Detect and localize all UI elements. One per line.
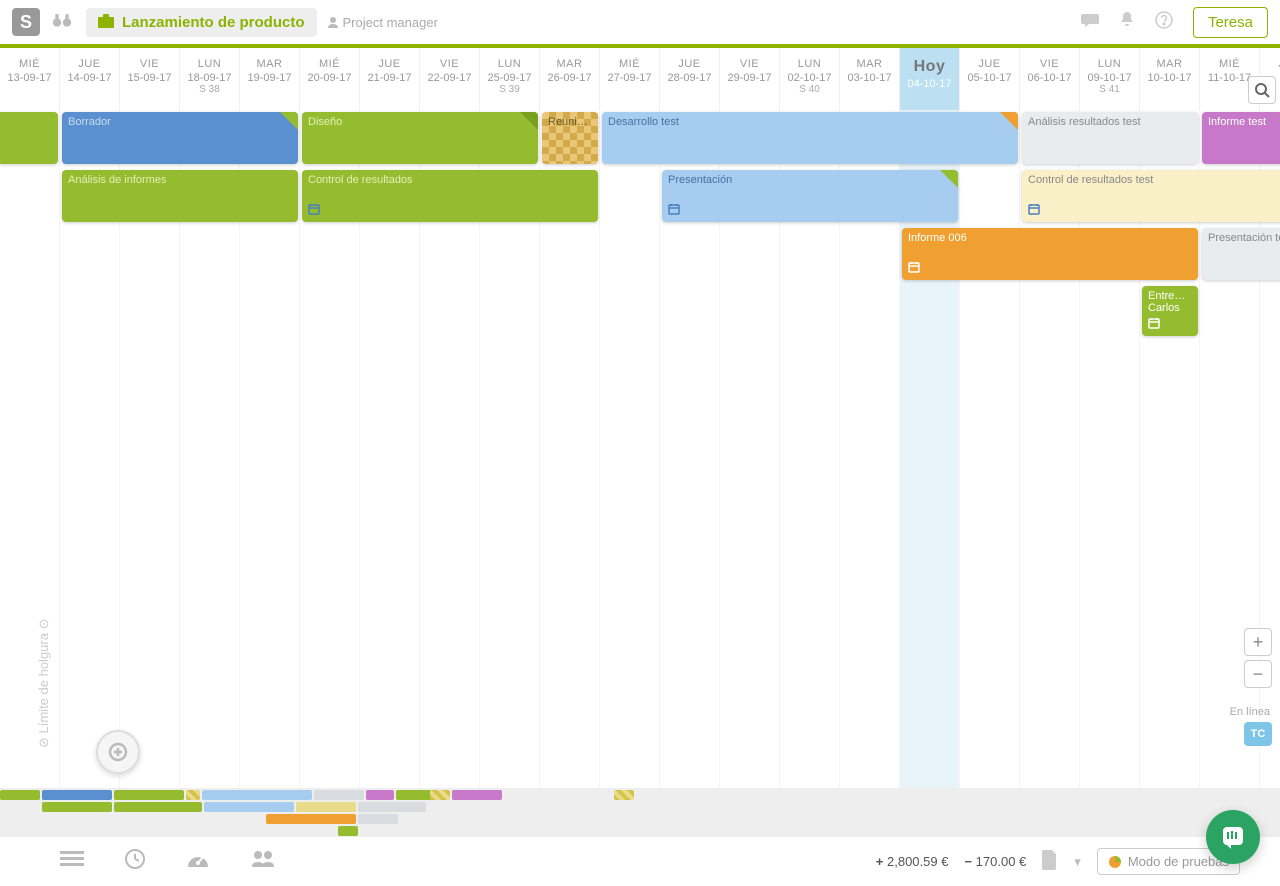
overview-bar (366, 790, 394, 800)
task-bar[interactable]: Diseño (302, 112, 538, 164)
date-cell[interactable]: MAR10-10-17 (1140, 48, 1200, 110)
task-bar[interactable] (0, 112, 58, 164)
date-cell[interactable]: MIÉ13-09-17 (0, 48, 60, 110)
document-icon[interactable] (1042, 850, 1058, 873)
date-cell[interactable]: VIE15-09-17 (120, 48, 180, 110)
overview-bar (358, 814, 398, 824)
date-cell[interactable]: VIE29-09-17 (720, 48, 780, 110)
date-cell[interactable]: JUE28-09-17 (660, 48, 720, 110)
date-cell[interactable]: LUN18-09-17S 38 (180, 48, 240, 110)
person-icon (327, 16, 339, 28)
help-icon[interactable] (1155, 11, 1173, 34)
briefcase-icon (98, 14, 114, 31)
overview-bar (42, 802, 112, 812)
plus-circle-icon (107, 741, 129, 763)
date-cell[interactable]: JUE05-10-17 (960, 48, 1020, 110)
overview-bar (42, 790, 112, 800)
list-view-icon[interactable] (60, 849, 84, 875)
date-cell[interactable]: JUE14-09-17 (60, 48, 120, 110)
overview-bar (430, 790, 450, 800)
date-cell[interactable]: Hoy04-10-17 (900, 48, 960, 110)
bell-icon[interactable] (1119, 11, 1135, 34)
date-cell[interactable]: JUE21-09-17 (360, 48, 420, 110)
overview-bar (296, 802, 356, 812)
clock-icon[interactable] (124, 848, 146, 876)
date-cell[interactable]: MAR03-10-17 (840, 48, 900, 110)
task-bar[interactable]: Desarrollo test (602, 112, 1018, 164)
task-bar[interactable]: Entre… Carlos (1142, 286, 1198, 336)
task-bar[interactable]: Análisis resultados test (1022, 112, 1198, 164)
date-cell[interactable]: MAR19-09-17 (240, 48, 300, 110)
task-bar[interactable]: Presentación (662, 170, 958, 222)
user-badge-tc[interactable]: TC (1244, 722, 1272, 746)
date-cell[interactable]: LUN02-10-17S 40 (780, 48, 840, 110)
timeline-overview[interactable] (0, 788, 1280, 836)
task-bar[interactable]: Borrador (62, 112, 298, 164)
zoom-controls: + − (1244, 628, 1272, 688)
date-cell[interactable]: VIE06-10-17 (1020, 48, 1080, 110)
date-cell[interactable]: VIE22-09-17 (420, 48, 480, 110)
role-label: Project manager (327, 15, 438, 30)
task-bar[interactable]: Análisis de informes (62, 170, 298, 222)
budget-plus: + 2,800.59 € (876, 854, 949, 869)
slack-limit-label: ⊘ Límite de holgura ⊙ (36, 619, 52, 748)
dropdown-chevron-icon[interactable]: ▾ (1074, 854, 1081, 870)
overview-bar (266, 814, 356, 824)
app-footer: + 2,800.59 € − 170.00 € ▾ Modo de prueba… (0, 836, 1280, 886)
add-task-button[interactable] (96, 730, 140, 774)
date-cell[interactable]: MAR26-09-17 (540, 48, 600, 110)
overview-bar (114, 802, 202, 812)
overview-bar (202, 790, 312, 800)
online-status-label: En línea (1230, 706, 1270, 718)
intercom-launcher[interactable] (1206, 810, 1260, 864)
overview-bar (452, 790, 502, 800)
task-bar[interactable]: Reuni… (542, 112, 598, 164)
project-selector[interactable]: Lanzamiento de producto (86, 8, 317, 37)
pie-icon (1108, 855, 1122, 869)
overview-bar (338, 826, 358, 836)
overview-bar (204, 802, 294, 812)
overview-bar (186, 790, 200, 800)
task-bar[interactable]: Informe test (1202, 112, 1280, 164)
date-cell[interactable]: LUN09-10-17S 41 (1080, 48, 1140, 110)
date-cell[interactable]: MIÉ27-09-17 (600, 48, 660, 110)
search-button[interactable] (1248, 76, 1276, 104)
binoculars-icon[interactable] (52, 12, 72, 33)
zoom-in-button[interactable]: + (1244, 628, 1272, 656)
date-cell[interactable]: LUN25-09-17S 39 (480, 48, 540, 110)
date-cell[interactable]: MIÉ20-09-17 (300, 48, 360, 110)
search-icon (1254, 82, 1270, 98)
dashboard-icon[interactable] (186, 849, 210, 875)
overview-bar (0, 790, 40, 800)
team-icon[interactable] (250, 849, 276, 875)
task-bar[interactable]: Informe 006 (902, 228, 1198, 280)
overview-bar (114, 790, 184, 800)
zoom-out-button[interactable]: − (1244, 660, 1272, 688)
overview-bar (358, 802, 426, 812)
task-bar[interactable]: Control de resultados test (1022, 170, 1280, 222)
intercom-icon (1219, 823, 1247, 851)
timeline-body: BorradorDiseñoReuni…Desarrollo testAnáli… (0, 110, 1280, 788)
budget-minus: − 170.00 € (964, 854, 1026, 869)
overview-bar (314, 790, 364, 800)
timeline-date-header: MIÉ13-09-17JUE14-09-17VIE15-09-17LUN18-0… (0, 48, 1280, 110)
user-menu-button[interactable]: Teresa (1193, 7, 1268, 38)
task-bar[interactable]: Presentación te (1202, 228, 1280, 280)
app-header: S Lanzamiento de producto Project manage… (0, 0, 1280, 44)
task-bar[interactable]: Control de resultados (302, 170, 598, 222)
app-logo[interactable]: S (12, 8, 40, 36)
overview-bar (614, 790, 634, 800)
project-title: Lanzamiento de producto (122, 14, 305, 31)
chat-icon[interactable] (1081, 12, 1099, 33)
